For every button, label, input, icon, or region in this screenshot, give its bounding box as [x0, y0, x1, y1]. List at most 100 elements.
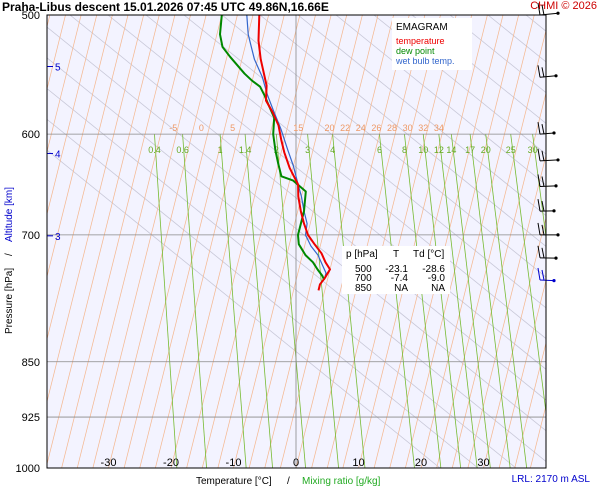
isotherm-line: [47, 15, 160, 466]
wind-barb: [537, 122, 556, 135]
mixing-ratio-label: 17: [465, 145, 475, 155]
x-axis-title: Temperature [°C] / Mixing ratio [g/kg]: [196, 476, 381, 487]
isotherm-line: [326, 15, 441, 468]
x-axis-title-mixing-ratio: Mixing ratio [g/kg]: [302, 476, 381, 487]
data-table: p [hPa] T Td [°C] 500 -23.1 -28.6 700 -7…: [342, 246, 450, 294]
isotherm-line: [92, 15, 207, 468]
wind-barb-flag: [541, 224, 545, 235]
y-axis-title: Pressure [hPa] / Altitude [km]: [4, 187, 15, 334]
temperature-profile: [257, 15, 331, 291]
legend-title: EMAGRAM: [396, 22, 448, 33]
lrl-text: LRL: 2170 m ASL: [511, 474, 590, 485]
mixing-ratio-label: 10: [418, 145, 428, 155]
legend-background: [392, 18, 472, 70]
temperature-tick-label: -10: [226, 457, 242, 469]
table-cell: NA: [431, 283, 445, 294]
isotherm-line: [201, 15, 316, 468]
wind-barb-flag: [537, 65, 541, 78]
isotherm-line: [123, 15, 238, 468]
wind-barb: [537, 222, 560, 237]
wind-barb: [537, 199, 556, 213]
wind-barb-station-dot: [552, 131, 556, 135]
wind-barb-station-dot: [554, 256, 558, 260]
mixing-ratio-line: [450, 134, 491, 468]
temperature-tick-label: -20: [163, 457, 179, 469]
legend-item-temperature: temperature: [396, 36, 445, 46]
mixing-ratio-label: 30: [528, 145, 538, 155]
dry-adiabat-line: [373, 15, 546, 155]
chart-title: Praha-Libus descent 15.01.2026 07:45 UTC…: [2, 0, 329, 14]
grid-layer: [47, 15, 600, 468]
mixing-ratio-label: 0.4: [148, 145, 161, 155]
wind-barb-station-dot: [554, 184, 558, 188]
dry-adiabat-line: [221, 15, 546, 278]
wind-barb-station-dot: [552, 278, 556, 283]
mixing-ratio-line: [182, 134, 207, 468]
wind-barb-flag: [537, 199, 541, 212]
credit-text: CHMI © 2026: [530, 0, 597, 12]
legend-item-dew-point: dew point: [396, 46, 435, 56]
wind-barb-station-dot: [556, 11, 560, 15]
plot-background: [47, 15, 546, 468]
isotherm-label: 26: [371, 123, 381, 133]
table-cell: -28.6: [422, 264, 445, 275]
mixing-ratio-line: [307, 134, 339, 468]
temperature-tick-label: -30: [101, 457, 117, 469]
mixing-ratio-line: [438, 134, 478, 468]
wind-barb: [537, 267, 556, 283]
table-header-p: p [hPa]: [346, 249, 378, 260]
wind-barb-flag: [537, 148, 541, 161]
mixing-ratio-label: 25: [506, 145, 516, 155]
mixing-ratio-label: 1.4: [239, 145, 252, 155]
wind-barb-station-dot: [556, 233, 560, 237]
wind-barb-station-dot: [554, 74, 558, 78]
temperature-tick-label: 20: [415, 457, 427, 469]
dry-adiabat-line: [411, 15, 546, 124]
dry-adiabat-line: [69, 15, 546, 401]
mixing-ratio-line: [510, 134, 546, 416]
isotherm-line: [436, 29, 546, 468]
isotherm-label: 20: [324, 123, 334, 133]
temperature-tick-label: 30: [477, 457, 489, 469]
isotherm-line: [61, 15, 176, 468]
dry-adiabat-line: [47, 149, 441, 468]
isotherm-line: [405, 15, 519, 468]
mixing-ratio-line: [404, 134, 442, 468]
isotherm-line: [155, 15, 269, 468]
isotherm-line: [389, 15, 504, 468]
wind-barb: [537, 2, 560, 16]
isotherm-label: 22: [340, 123, 350, 133]
isotherm-line: [483, 216, 546, 468]
isotherm-line: [498, 279, 546, 468]
isotherm-line: [47, 15, 98, 216]
dry-adiabat-line: [107, 15, 546, 370]
isotherm-label: 5: [230, 123, 235, 133]
pressure-tick-label: 1000: [16, 463, 40, 475]
pressure-tick-label: 600: [22, 129, 40, 141]
wind-barb-flag: [537, 174, 541, 187]
isotherm-line: [514, 341, 546, 468]
isotherm-label: 30: [403, 123, 413, 133]
wind-barb: [537, 65, 558, 78]
isotherm-line: [545, 466, 546, 468]
pressure-tick-label: 925: [22, 412, 40, 424]
dewpoint-profile: [219, 15, 326, 281]
wind-barb-station-dot: [552, 209, 556, 213]
isotherm-label: -5: [169, 123, 177, 133]
table-cell: 850: [355, 283, 372, 294]
wind-barb-shaft: [539, 185, 557, 187]
table-cell: -9.0: [428, 273, 446, 284]
mixing-ratio-label: 20: [481, 145, 491, 155]
isotherm-line: [139, 15, 254, 468]
isotherm-label: 34: [434, 123, 444, 133]
pressure-tick-label: 700: [22, 230, 40, 242]
dry-adiabat-line: [145, 15, 546, 340]
series-layer: [219, 15, 331, 291]
table-cell: -7.4: [391, 273, 409, 284]
isotherm-line: [170, 15, 285, 468]
dry-adiabat-line: [564, 15, 600, 468]
table-cell: 500: [355, 264, 372, 275]
altitude-tick-label: 3: [55, 232, 61, 243]
wind-barb-shaft: [539, 279, 555, 282]
mixing-ratio-label: 8: [402, 145, 407, 155]
